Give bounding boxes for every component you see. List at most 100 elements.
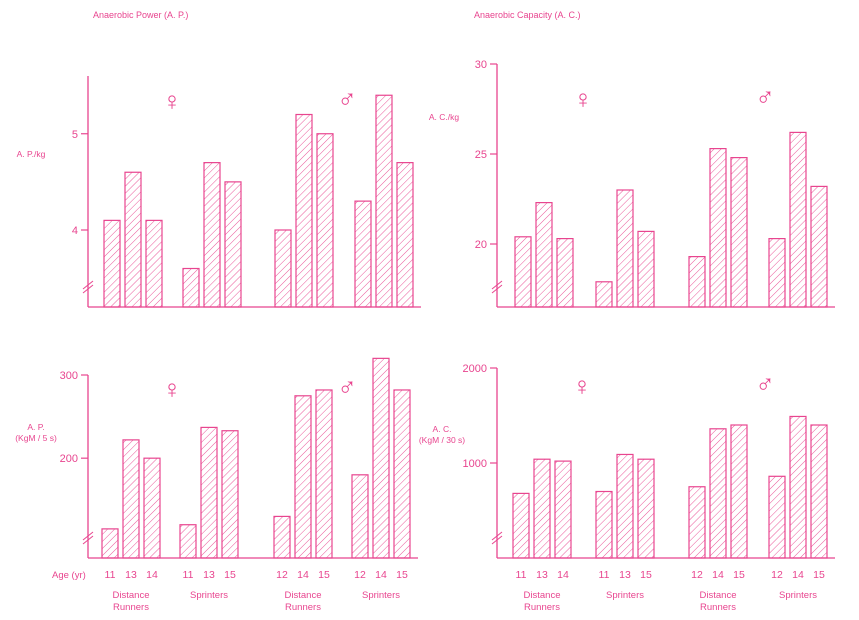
axis-break-a-1 (491, 280, 503, 290)
bar (810, 424, 828, 559)
axis-break-a-2 (82, 531, 94, 541)
bar (274, 229, 292, 308)
female-symbol: ♀ (572, 371, 592, 401)
bar (768, 238, 786, 308)
bar (637, 230, 655, 308)
left-column-title: Anaerobic Power (A. P.) (93, 10, 189, 20)
bar (224, 181, 242, 308)
male-symbol: ♂ (337, 372, 357, 402)
bar (688, 256, 706, 308)
y-tick-label: 5 (72, 129, 78, 141)
age-tick-label: 11 (105, 569, 116, 581)
group-label: Runners (285, 602, 321, 613)
age-tick-label: 14 (712, 569, 724, 581)
y-tick-label: 1000 (463, 458, 487, 470)
axis-break-a-3 (491, 531, 503, 541)
bar (179, 524, 197, 559)
bar (375, 94, 393, 308)
age-tick-label: 15 (733, 569, 745, 581)
bar (637, 458, 655, 559)
age-tick-label: 13 (203, 569, 215, 581)
bar (372, 357, 390, 559)
bar (810, 185, 828, 308)
bar (709, 148, 727, 308)
bar (512, 492, 530, 559)
bar (273, 515, 291, 559)
age-tick-label: 15 (318, 569, 330, 581)
bar (595, 281, 613, 308)
y-tick-label: 25 (475, 149, 487, 161)
bar (768, 475, 786, 559)
bar (533, 458, 551, 559)
male-symbol: ♂ (755, 369, 775, 399)
group-label: Distance (524, 590, 561, 601)
bar (595, 490, 613, 559)
age-tick-label: 15 (224, 569, 236, 581)
axis-break-a-0 (82, 280, 94, 290)
age-tick-label: 14 (792, 569, 804, 581)
age-tick-label: 13 (536, 569, 548, 581)
group-label: Sprinters (779, 590, 817, 601)
male-symbol: ♂ (337, 84, 357, 114)
bar (203, 162, 221, 308)
group-label: Runners (700, 602, 736, 613)
female-symbol: ♀ (573, 84, 593, 114)
female-symbol: ♀ (162, 86, 182, 116)
bar (351, 474, 369, 559)
bar (145, 219, 163, 308)
bar (616, 453, 634, 559)
age-tick-label: 11 (516, 569, 527, 581)
bar (556, 238, 574, 308)
age-tick-label: 11 (599, 569, 610, 581)
age-tick-label: 14 (297, 569, 309, 581)
bar (789, 131, 807, 308)
age-tick-label: 13 (125, 569, 137, 581)
bar (688, 486, 706, 559)
y-axis-label-unit: (KgM / 5 s) (15, 433, 57, 443)
bar (315, 389, 333, 559)
group-label: Distance (285, 590, 322, 601)
bar (396, 162, 414, 308)
female-symbol: ♀ (162, 374, 182, 404)
y-axis-label: A. P. (27, 422, 44, 432)
axis-break-b-3 (491, 535, 503, 545)
group-label: Sprinters (190, 590, 228, 601)
age-tick-label: 15 (640, 569, 652, 581)
age-tick-label: 12 (354, 569, 366, 581)
bar (143, 457, 161, 559)
bar (294, 395, 312, 559)
bar (709, 428, 727, 559)
y-axis-label: A. P./kg (17, 149, 46, 159)
y-tick-label: 4 (72, 225, 78, 237)
y-tick-label: 20 (475, 239, 487, 251)
age-tick-label: 12 (691, 569, 703, 581)
group-label: Runners (524, 602, 560, 613)
age-tick-label: 14 (375, 569, 387, 581)
bar (101, 528, 119, 559)
bar (554, 460, 572, 559)
group-label: Distance (113, 590, 150, 601)
age-axis-label: Age (yr) (52, 570, 86, 581)
bar (393, 389, 411, 559)
age-tick-label: 14 (146, 569, 158, 581)
bar (730, 157, 748, 308)
age-tick-label: 12 (276, 569, 288, 581)
axis-break-b-0 (82, 284, 94, 294)
y-tick-label: 200 (60, 453, 78, 465)
y-axis-label-unit: (KgM / 30 s) (419, 435, 465, 445)
bar (103, 219, 121, 308)
axis-break-b-1 (491, 284, 503, 294)
y-tick-label: 2000 (463, 363, 487, 375)
bar (295, 113, 313, 308)
group-label: Sprinters (362, 590, 400, 601)
right-column-title: Anaerobic Capacity (A. C.) (474, 10, 581, 20)
group-label: Runners (113, 602, 149, 613)
bar (730, 424, 748, 559)
bar (354, 200, 372, 308)
bar (122, 439, 140, 559)
y-tick-label: 300 (60, 370, 78, 382)
bar (789, 415, 807, 559)
age-tick-label: 15 (813, 569, 825, 581)
